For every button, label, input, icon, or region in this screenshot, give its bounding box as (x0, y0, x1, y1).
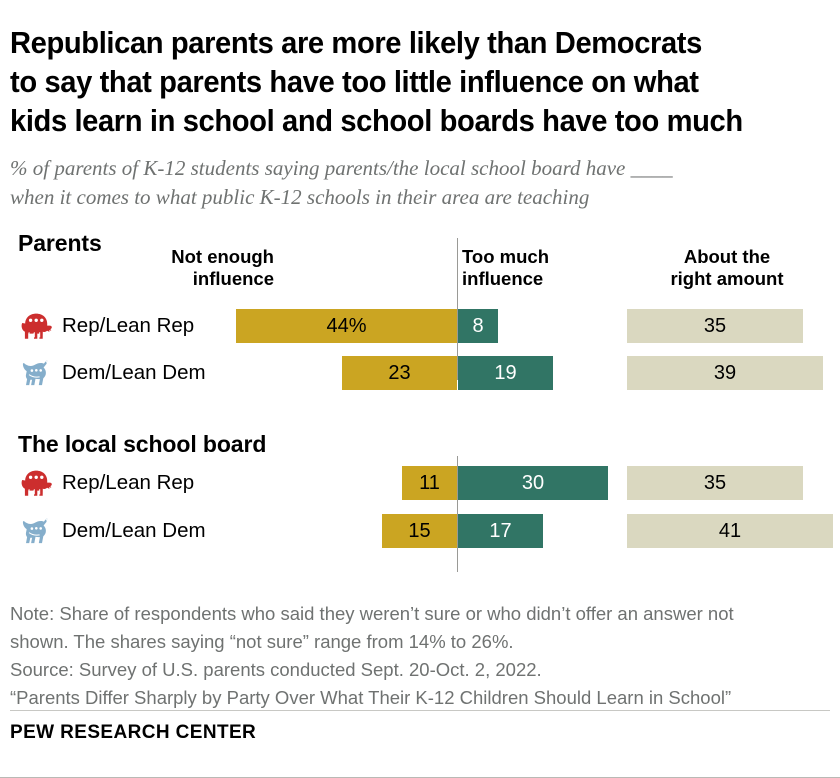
column-headers: Not enough influence Too much influence … (10, 230, 830, 289)
table-row: Dem/Lean Dem 23 19 39 (10, 356, 830, 390)
bar-not-enough: 44% (236, 309, 457, 343)
column-header-too-much: Too much influence (462, 246, 550, 289)
bar-not-enough: 15 (382, 514, 457, 548)
row-label: Dem/Lean Dem (62, 361, 206, 384)
bar-too-much: 19 (458, 356, 553, 390)
chart-title: Republican parents are more likely than … (10, 26, 743, 138)
table-row: Rep/Lean Rep 44% 8 35 (10, 309, 830, 343)
bar-about-right: 35 (627, 309, 803, 343)
table-row: Dem/Lean Dem 15 17 41 (10, 514, 833, 548)
row-label: Dem/Lean Dem (62, 519, 206, 542)
section-heading-parents: Parents (18, 230, 102, 256)
democrat-donkey-icon (20, 516, 54, 546)
bar-not-enough: 11 (402, 466, 457, 500)
democrat-donkey-icon (20, 358, 54, 388)
bar-too-much: 8 (458, 309, 498, 343)
bar-about-right: 39 (627, 356, 823, 390)
chart-plot-area: Not enough influence Too much influence … (10, 230, 833, 572)
pew-research-center-brand: PEW RESEARCH CENTER (10, 722, 257, 743)
bar-too-much: 30 (458, 466, 608, 500)
republican-elephant-icon (20, 311, 54, 341)
table-row: Rep/Lean Rep 11 30 35 (10, 466, 830, 500)
row-label: Rep/Lean Rep (62, 314, 195, 337)
bar-not-enough: 23 (342, 356, 457, 390)
chart-subtitle: % of parents of K-12 students saying par… (10, 156, 673, 209)
republican-elephant-icon (20, 468, 54, 498)
column-header-about-right: About the right amount (670, 246, 784, 289)
row-label: Rep/Lean Rep (62, 471, 195, 494)
bar-too-much: 17 (458, 514, 543, 548)
center-divider-line-school-board (457, 456, 458, 572)
section-heading-school-board: The local school board (18, 431, 267, 457)
chart-notes: Note: Share of respondents who said they… (10, 603, 734, 708)
column-header-not-enough: Not enough influence (171, 246, 274, 289)
center-divider-line-parents (457, 238, 458, 380)
bar-about-right: 35 (627, 466, 803, 500)
bar-about-right: 41 (627, 514, 833, 548)
footer-divider (10, 710, 830, 711)
